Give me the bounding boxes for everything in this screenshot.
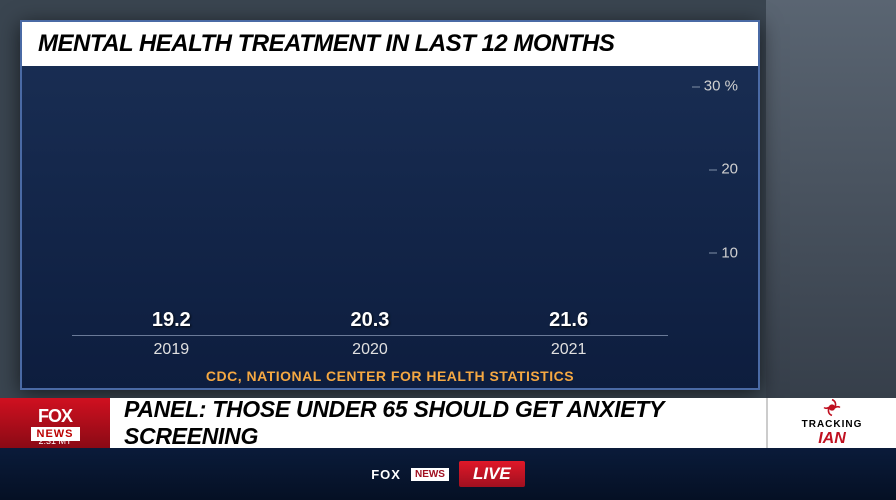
chart-panel: MENTAL HEALTH TREATMENT IN LAST 12 MONTH… <box>20 20 760 390</box>
bar-value-label: 19.2 <box>152 309 191 332</box>
y-axis: 102030 % <box>673 86 738 336</box>
bar-value-label: 21.6 <box>549 309 588 332</box>
x-axis-labels: 2019 2020 2021 <box>72 341 668 366</box>
bar-value-label: 20.3 <box>351 309 390 332</box>
ticker-live-badge: LIVE <box>459 461 525 487</box>
tracker-storm-name: IAN <box>818 430 846 448</box>
x-axis-label: 2021 <box>479 341 658 366</box>
ticker-bar: FOX NEWS LIVE <box>0 448 896 500</box>
hurricane-icon <box>820 398 844 417</box>
y-axis-tick: 10 <box>709 244 738 261</box>
y-axis-tick: 20 <box>709 161 738 178</box>
bar-group: 21.6 <box>479 309 658 336</box>
chart-area: 19.2 20.3 21.6 10 20 30 % 2019 2020 2021 <box>42 76 738 366</box>
timestamp: 2:31 MT <box>38 436 71 446</box>
bar-container: 19.2 20.3 21.6 <box>72 86 668 336</box>
bar-group: 19.2 <box>82 309 261 336</box>
lower-third: FOX NEWS 2:31 MT PANEL: THOSE UNDER 65 S… <box>0 398 896 448</box>
ticker-news-text: NEWS <box>411 468 449 481</box>
ticker-content: FOX NEWS LIVE <box>371 461 525 487</box>
x-axis-label: 2020 <box>281 341 460 366</box>
y-axis-tick: 30 % <box>692 78 738 95</box>
logo-fox-text: FOX <box>38 406 72 427</box>
bar-group: 20.3 <box>281 309 460 336</box>
x-axis-label: 2019 <box>82 341 261 366</box>
headline-bar: PANEL: THOSE UNDER 65 SHOULD GET ANXIETY… <box>110 398 766 448</box>
chart-source: CDC, NATIONAL CENTER FOR HEALTH STATISTI… <box>22 368 758 384</box>
chart-title: MENTAL HEALTH TREATMENT IN LAST 12 MONTH… <box>22 22 758 66</box>
headline-text: PANEL: THOSE UNDER 65 SHOULD GET ANXIETY… <box>124 396 752 450</box>
network-logo: FOX NEWS 2:31 MT <box>0 398 110 448</box>
tracker-label: TRACKING <box>802 419 863 430</box>
storm-tracker: TRACKING IAN <box>766 398 896 448</box>
ticker-fox-text: FOX <box>371 467 401 482</box>
chart-plot: 19.2 20.3 21.6 <box>72 86 668 336</box>
